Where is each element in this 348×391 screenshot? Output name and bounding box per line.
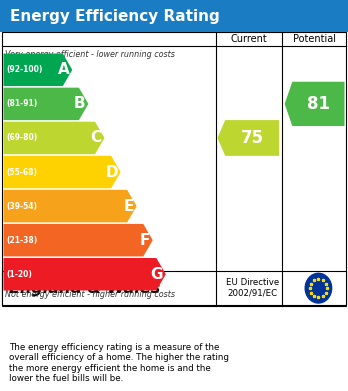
Polygon shape: [3, 54, 72, 86]
Text: EU Directive
2002/91/EC: EU Directive 2002/91/EC: [226, 278, 279, 298]
Bar: [0, 0, 348, 32]
Polygon shape: [285, 82, 345, 126]
Polygon shape: [3, 258, 166, 291]
Text: Current: Current: [230, 34, 267, 44]
Text: England & Wales: England & Wales: [9, 281, 160, 296]
Text: 75: 75: [240, 129, 264, 147]
Text: (92-100): (92-100): [6, 65, 43, 74]
Text: A: A: [58, 62, 70, 77]
Text: C: C: [90, 131, 102, 145]
Circle shape: [305, 273, 332, 303]
Text: (81-91): (81-91): [6, 99, 38, 108]
Text: F: F: [140, 233, 150, 248]
Text: (21-38): (21-38): [6, 236, 38, 245]
Text: (55-68): (55-68): [6, 167, 37, 177]
Polygon shape: [218, 120, 279, 156]
Bar: [2, 32, 346, 306]
Text: (39-54): (39-54): [6, 202, 37, 211]
Polygon shape: [3, 122, 104, 154]
Polygon shape: [3, 224, 153, 256]
Text: B: B: [74, 97, 86, 111]
Text: Energy Efficiency Rating: Energy Efficiency Rating: [10, 9, 220, 23]
Bar: [2, 271, 346, 305]
Text: (1-20): (1-20): [6, 270, 32, 279]
Polygon shape: [3, 156, 120, 188]
Text: D: D: [105, 165, 118, 179]
Text: E: E: [124, 199, 134, 213]
Polygon shape: [3, 88, 88, 120]
Text: Not energy efficient - higher running costs: Not energy efficient - higher running co…: [5, 290, 175, 299]
Text: Very energy efficient - lower running costs: Very energy efficient - lower running co…: [5, 50, 175, 59]
Text: 81: 81: [307, 95, 330, 113]
Text: (69-80): (69-80): [6, 133, 38, 142]
Polygon shape: [3, 190, 137, 222]
Text: Potential: Potential: [293, 34, 335, 44]
Text: G: G: [151, 267, 163, 282]
Text: The energy efficiency rating is a measure of the
overall efficiency of a home. T: The energy efficiency rating is a measur…: [9, 343, 229, 383]
